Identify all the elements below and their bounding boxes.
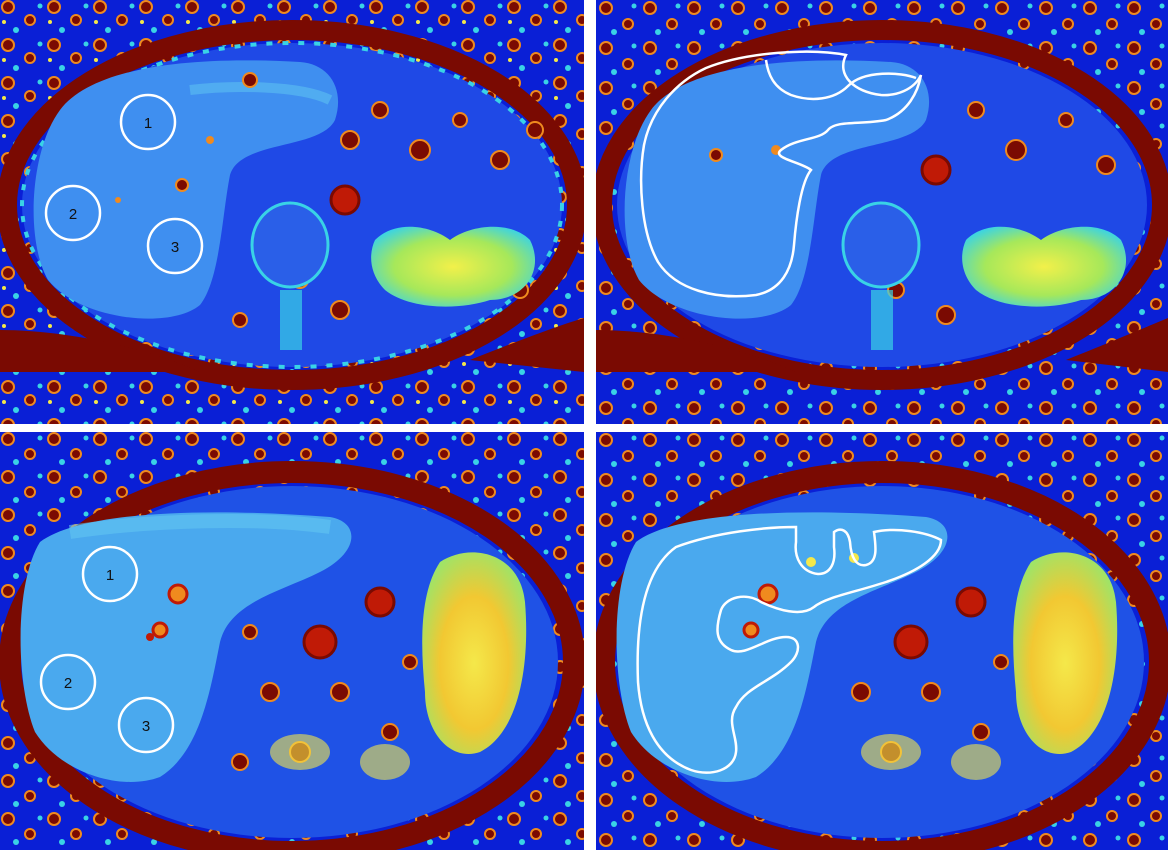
mri-panel-top-left: 1 2 3 xyxy=(0,0,584,424)
mri-panel-bottom-right xyxy=(596,432,1168,850)
vessel-spots xyxy=(146,583,189,641)
mri-map-image xyxy=(596,0,1168,424)
bright-organ-region xyxy=(962,226,1127,307)
body-wall-ring xyxy=(596,461,1168,850)
roi-1: 1 xyxy=(119,93,177,151)
svg-text:2: 2 xyxy=(69,206,77,223)
tissue-speckles xyxy=(231,586,418,771)
mri-map-image xyxy=(596,432,1168,850)
svg-text:3: 3 xyxy=(142,718,150,735)
roi-3: 3 xyxy=(146,217,204,275)
roi-1: 1 xyxy=(81,545,139,603)
liver-roi-outline xyxy=(639,50,923,298)
svg-text:3: 3 xyxy=(171,239,179,256)
liver-region xyxy=(624,60,930,319)
spleen-region xyxy=(1013,552,1118,754)
bright-organ-region xyxy=(371,226,536,307)
mri-map-image: 1 2 3 xyxy=(0,0,584,424)
roi-3: 3 xyxy=(117,696,175,754)
body-wall-ring xyxy=(0,20,584,390)
spleen-region xyxy=(422,552,527,754)
liver-roi-outline xyxy=(636,525,943,774)
liver-region xyxy=(20,512,352,782)
svg-text:1: 1 xyxy=(106,567,114,584)
svg-text:2: 2 xyxy=(64,675,72,692)
mri-panel-top-right xyxy=(596,0,1168,424)
liver-region xyxy=(616,512,948,782)
roi-2: 2 xyxy=(39,653,97,711)
roi-2: 2 xyxy=(44,184,102,242)
body-wall-ring xyxy=(0,461,584,850)
mri-panel-bottom-left: 1 2 3 xyxy=(0,432,584,850)
mri-map-image: 1 2 3 xyxy=(0,432,584,850)
body-wall-ring xyxy=(596,20,1168,390)
svg-text:1: 1 xyxy=(144,115,152,132)
